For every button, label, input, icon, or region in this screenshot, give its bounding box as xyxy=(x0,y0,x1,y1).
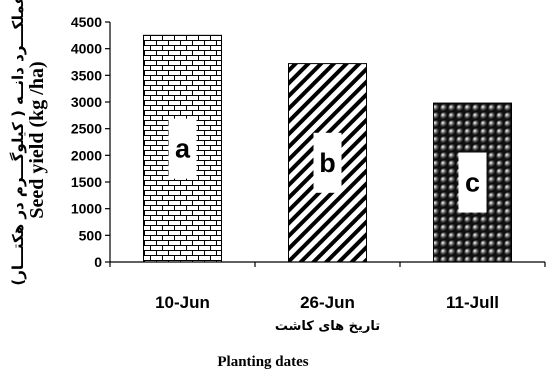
group-letter: b xyxy=(319,148,336,178)
group-letter: a xyxy=(175,134,191,164)
group-letter-box xyxy=(458,152,487,213)
y-tick-label: 500 xyxy=(79,227,103,243)
x-tick-label: 10-Jun xyxy=(155,293,210,312)
y-tick-label: 1000 xyxy=(71,201,102,217)
x-axis-labels: 10-Jun 26-Jun تاريخ های کاشت 11-Jull xyxy=(155,293,499,334)
y-tick-label: 3000 xyxy=(71,94,102,110)
y-tick-label: 2500 xyxy=(71,121,102,137)
y-tick-label: 3500 xyxy=(71,67,102,83)
y-axis-ticks: 0 500 1000 1500 2000 2500 3000 3500 4000 4500 xyxy=(71,14,110,270)
y-tick-label: 1500 xyxy=(71,174,102,190)
x-axis-ticks xyxy=(109,262,546,267)
group-letter-box xyxy=(168,118,197,179)
x-tick-label: 11-Jull xyxy=(446,293,499,312)
x-tick-label: 26-Jun xyxy=(300,293,355,312)
x-axis-title: Planting dates xyxy=(217,354,308,370)
group-letter: c xyxy=(465,168,480,198)
y-tick-label: 2000 xyxy=(71,147,102,163)
y-tick-label: 4500 xyxy=(71,14,102,30)
x-tick-label-fa: تاريخ های کاشت xyxy=(275,319,380,334)
group-letter-box xyxy=(313,132,342,193)
y-tick-label: 4000 xyxy=(71,41,102,57)
bars: a b c xyxy=(143,34,512,263)
y-tick-label: 0 xyxy=(94,254,102,270)
y-axis-title: Seed yield (kg /ha) xyxy=(26,61,48,218)
y-axis-title-fa: عملکـــرد دانــه ( کیلوگـــرم در هکتـــا… xyxy=(9,0,27,286)
